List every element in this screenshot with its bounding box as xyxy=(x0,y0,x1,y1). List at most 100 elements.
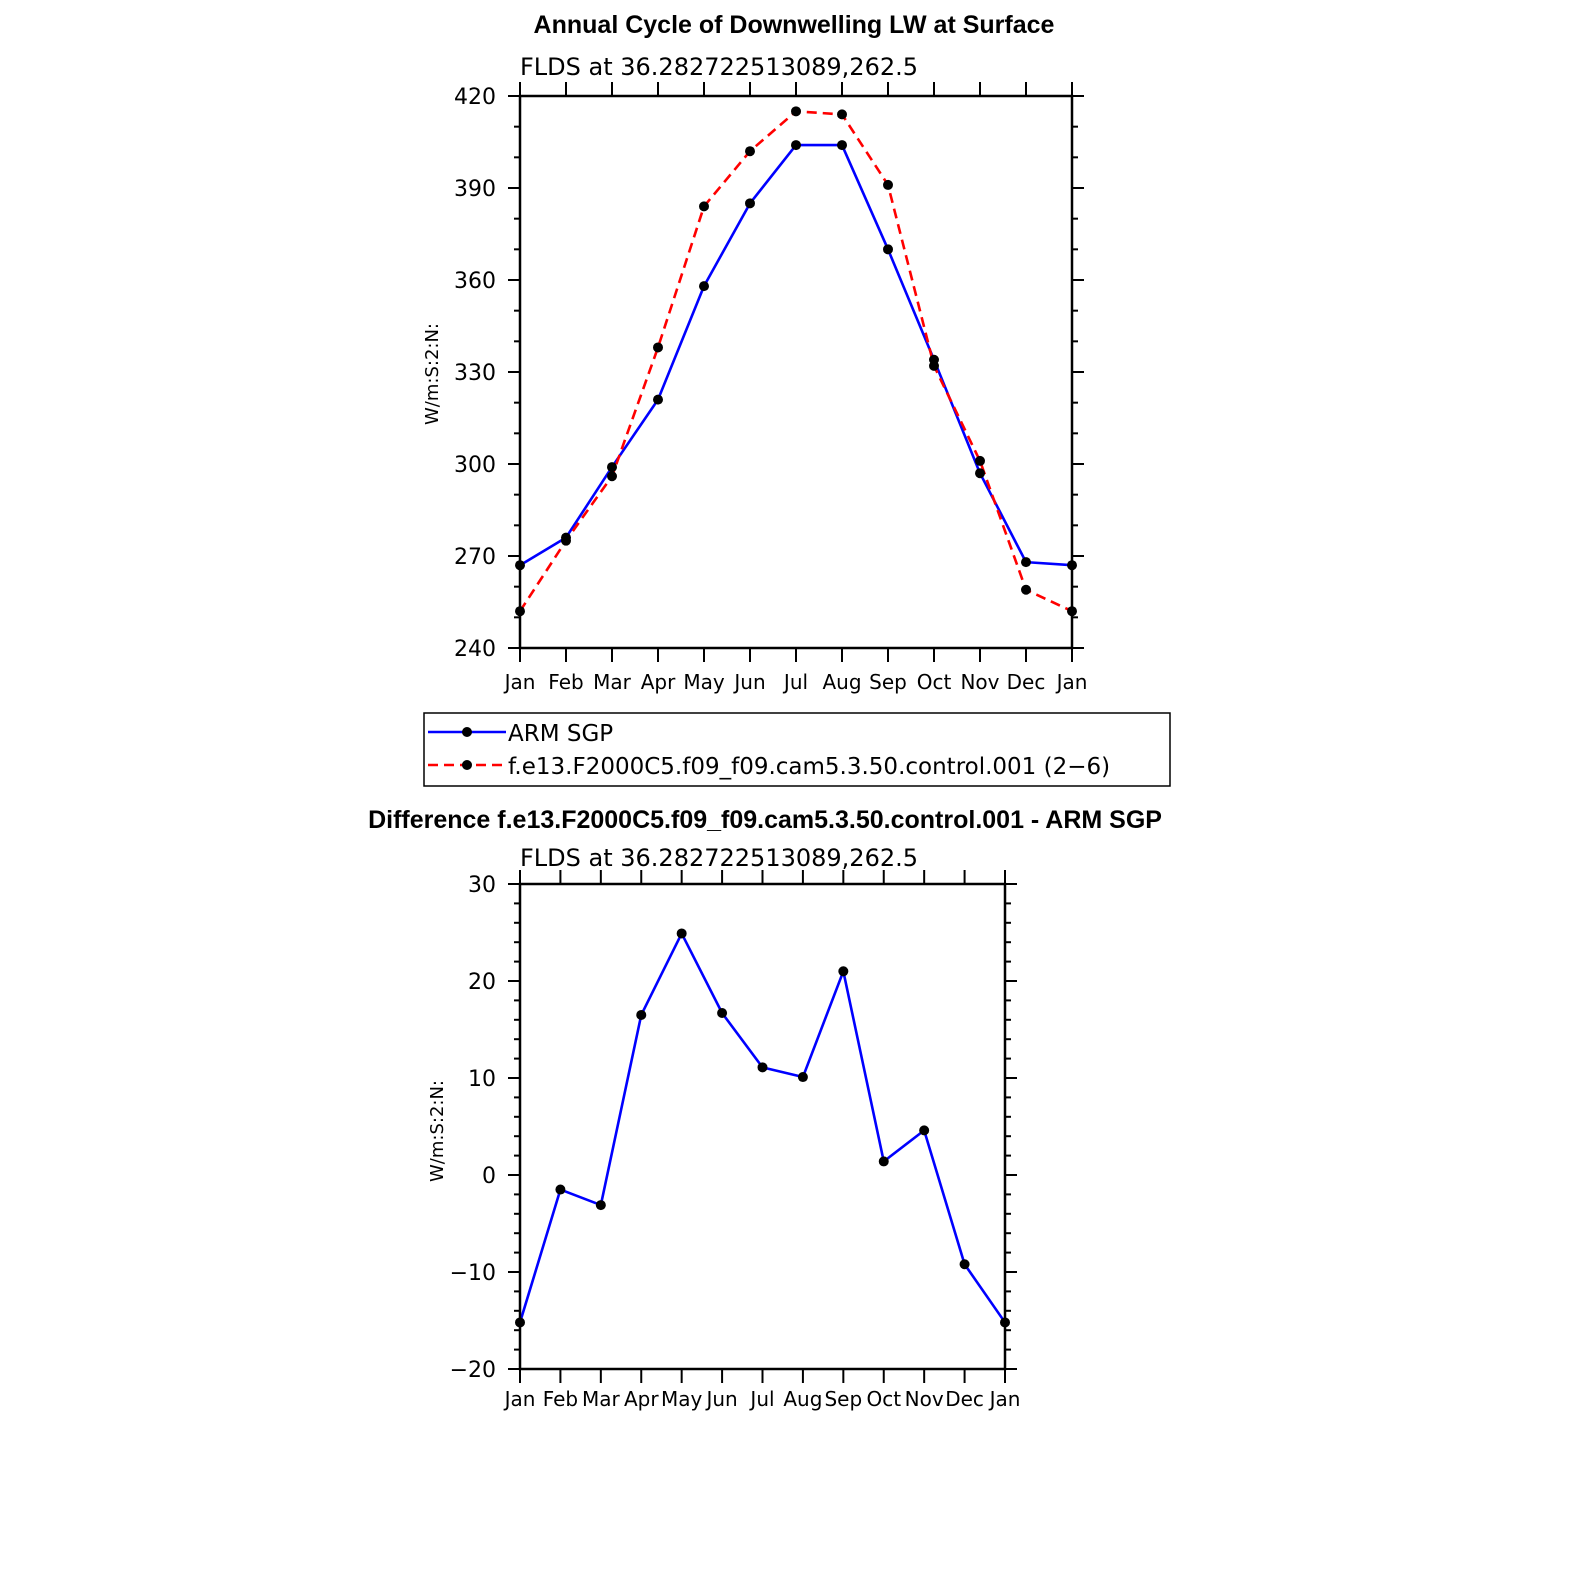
series-point-0 xyxy=(745,198,755,209)
x-tick-label: Jan xyxy=(503,1387,536,1411)
chart2-ticks xyxy=(508,870,1017,1383)
x-tick-label: Nov xyxy=(960,670,999,694)
x-tick-label: Jun xyxy=(704,1387,737,1411)
series-point-0 xyxy=(1021,557,1031,568)
series-point-1 xyxy=(561,535,571,546)
y-tick-label: 10 xyxy=(468,1067,496,1092)
x-tick-label: Jun xyxy=(732,670,765,694)
series-point-1 xyxy=(791,106,801,117)
series-line-0 xyxy=(518,932,1007,1324)
y-tick-label: 300 xyxy=(454,453,496,478)
chart1-y-axis-label: W/m:S:2:N: xyxy=(422,323,443,425)
x-tick-label: Nov xyxy=(905,1387,944,1411)
series-point-0 xyxy=(878,1156,889,1167)
series-point-0 xyxy=(975,468,985,479)
series-point-1 xyxy=(653,342,663,353)
x-tick-label: Mar xyxy=(593,670,632,694)
series-point-0 xyxy=(837,140,847,151)
x-tick-label: Feb xyxy=(548,670,583,694)
x-tick-label: Oct xyxy=(917,670,952,694)
x-tick-label: Aug xyxy=(822,670,861,694)
chart2-x-tick-labels: Jan Feb Mar Apr May Jun Jul Aug Sep Oct Nov Dec Jan xyxy=(503,1387,1021,1411)
series-point-0 xyxy=(791,140,801,151)
series-point-0 xyxy=(653,394,663,405)
y-tick-label: 420 xyxy=(454,85,496,110)
legend-marker-model xyxy=(462,760,472,770)
legend-frame xyxy=(423,712,1171,787)
series-point-0 xyxy=(838,966,849,977)
series-point-0 xyxy=(717,1008,728,1019)
series-point-0 xyxy=(636,1009,647,1020)
x-tick-label: May xyxy=(683,670,725,694)
x-tick-label: May xyxy=(661,1387,703,1411)
series-point-1 xyxy=(929,360,939,371)
chart2-title: Difference f.e13.F2000C5.f09_f09.cam5.3.… xyxy=(368,806,1162,834)
y-tick-label: 20 xyxy=(468,970,496,995)
series-point-0 xyxy=(595,1200,606,1211)
x-tick-label: Jul xyxy=(782,670,808,694)
series-point-0 xyxy=(883,244,893,255)
chart1-ticks xyxy=(508,82,1084,662)
y-tick-label: 360 xyxy=(454,269,496,294)
difference-chart: Difference f.e13.F2000C5.f09_f09.cam5.3.… xyxy=(368,806,1162,1411)
chart1-y-tick-labels: 240 270 300 330 360 390 420 xyxy=(454,85,496,662)
chart1-title: Annual Cycle of Downwelling LW at Surfac… xyxy=(534,11,1055,39)
chart1-series-lines xyxy=(518,110,1073,613)
chart1-legend: ARM SGP f.e13.F2000C5.f09_f09.cam5.3.50.… xyxy=(423,712,1171,787)
chart2-series-lines xyxy=(518,932,1007,1324)
series-point-0 xyxy=(699,281,709,292)
x-tick-label: Apr xyxy=(624,1387,659,1411)
chart1-subtitle: FLDS at 36.282722513089,262.5 xyxy=(520,53,918,81)
x-tick-label: Oct xyxy=(866,1387,901,1411)
x-tick-label: Jan xyxy=(503,670,536,694)
series-point-0 xyxy=(676,928,687,939)
y-tick-label: 390 xyxy=(454,177,496,202)
x-tick-label: Dec xyxy=(1007,670,1046,694)
legend-entry-model: f.e13.F2000C5.f09_f09.cam5.3.50.control.… xyxy=(428,754,1110,780)
x-tick-label: Feb xyxy=(543,1387,578,1411)
series-point-1 xyxy=(883,179,893,190)
x-tick-label: Jul xyxy=(748,1387,774,1411)
series-point-0 xyxy=(555,1184,566,1195)
x-tick-label: Sep xyxy=(869,670,907,694)
annual-cycle-chart: Annual Cycle of Downwelling LW at Surfac… xyxy=(422,11,1171,787)
chart2-series-points xyxy=(515,928,1010,1328)
y-tick-label: 270 xyxy=(454,545,496,570)
chart1-series-points xyxy=(515,106,1077,617)
series-point-1 xyxy=(975,455,985,466)
series-point-0 xyxy=(959,1259,970,1270)
x-tick-label: Dec xyxy=(945,1387,984,1411)
y-tick-label: 240 xyxy=(454,637,496,662)
y-tick-label: −10 xyxy=(450,1261,496,1286)
series-point-0 xyxy=(797,1072,808,1083)
x-tick-label: Sep xyxy=(824,1387,862,1411)
legend-marker-arm-sgp xyxy=(462,727,472,737)
series-point-0 xyxy=(607,462,617,473)
series-point-0 xyxy=(919,1125,930,1136)
x-tick-label: Mar xyxy=(582,1387,621,1411)
y-tick-label: 330 xyxy=(454,361,496,386)
series-line-0 xyxy=(519,143,1073,567)
y-tick-label: −20 xyxy=(450,1358,496,1383)
series-point-0 xyxy=(757,1062,768,1073)
chart2-subtitle: FLDS at 36.282722513089,262.5 xyxy=(520,844,918,872)
chart2-y-axis-label: W/m:S:2:N: xyxy=(427,1080,448,1182)
y-tick-label: 0 xyxy=(482,1164,496,1189)
series-point-1 xyxy=(699,201,709,212)
series-line-1 xyxy=(518,110,1073,613)
series-point-1 xyxy=(1021,584,1031,595)
chart2-y-tick-labels: −20 −10 0 10 20 30 xyxy=(450,873,496,1383)
x-tick-label: Jan xyxy=(1055,670,1088,694)
x-tick-label: Aug xyxy=(783,1387,822,1411)
series-point-1 xyxy=(837,109,847,120)
legend-label-arm-sgp: ARM SGP xyxy=(508,721,613,747)
chart1-x-tick-labels: Jan Feb Mar Apr May Jun Jul Aug Sep Oct Nov Dec Jan xyxy=(503,670,1088,694)
legend-entry-arm-sgp: ARM SGP xyxy=(428,721,613,747)
chart2-plot-frame xyxy=(518,882,1007,1371)
series-point-1 xyxy=(745,146,755,157)
chart1-plot-frame xyxy=(518,94,1074,650)
y-tick-label: 30 xyxy=(468,873,496,898)
x-tick-label: Apr xyxy=(641,670,676,694)
x-tick-label: Jan xyxy=(988,1387,1021,1411)
